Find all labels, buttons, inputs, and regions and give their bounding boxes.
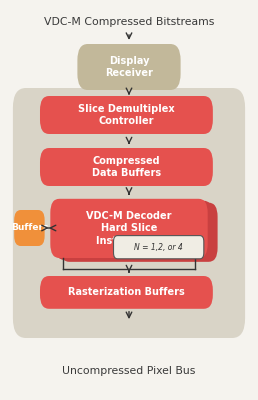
FancyBboxPatch shape	[40, 276, 213, 309]
FancyBboxPatch shape	[40, 148, 213, 186]
Text: Buffers: Buffers	[11, 224, 48, 232]
Text: VDC-M Decoder
Hard Slice
Instance #N: VDC-M Decoder Hard Slice Instance #N	[86, 211, 172, 246]
FancyBboxPatch shape	[77, 44, 181, 90]
Text: Compressed
Data Buffers: Compressed Data Buffers	[92, 156, 161, 178]
FancyBboxPatch shape	[13, 88, 245, 338]
FancyBboxPatch shape	[114, 236, 204, 259]
Text: N = 1,2, or 4: N = 1,2, or 4	[134, 243, 183, 252]
Text: Uncompressed Pixel Bus: Uncompressed Pixel Bus	[62, 366, 196, 376]
FancyBboxPatch shape	[60, 203, 217, 262]
FancyBboxPatch shape	[55, 201, 213, 260]
Text: Display
Receiver: Display Receiver	[105, 56, 153, 78]
Text: Rasterization Buffers: Rasterization Buffers	[68, 287, 185, 298]
Text: Slice Demultiplex
Controller: Slice Demultiplex Controller	[78, 104, 175, 126]
Text: VDC-M Compressed Bitstreams: VDC-M Compressed Bitstreams	[44, 18, 214, 28]
FancyBboxPatch shape	[14, 210, 45, 246]
FancyBboxPatch shape	[50, 199, 208, 258]
FancyBboxPatch shape	[40, 96, 213, 134]
